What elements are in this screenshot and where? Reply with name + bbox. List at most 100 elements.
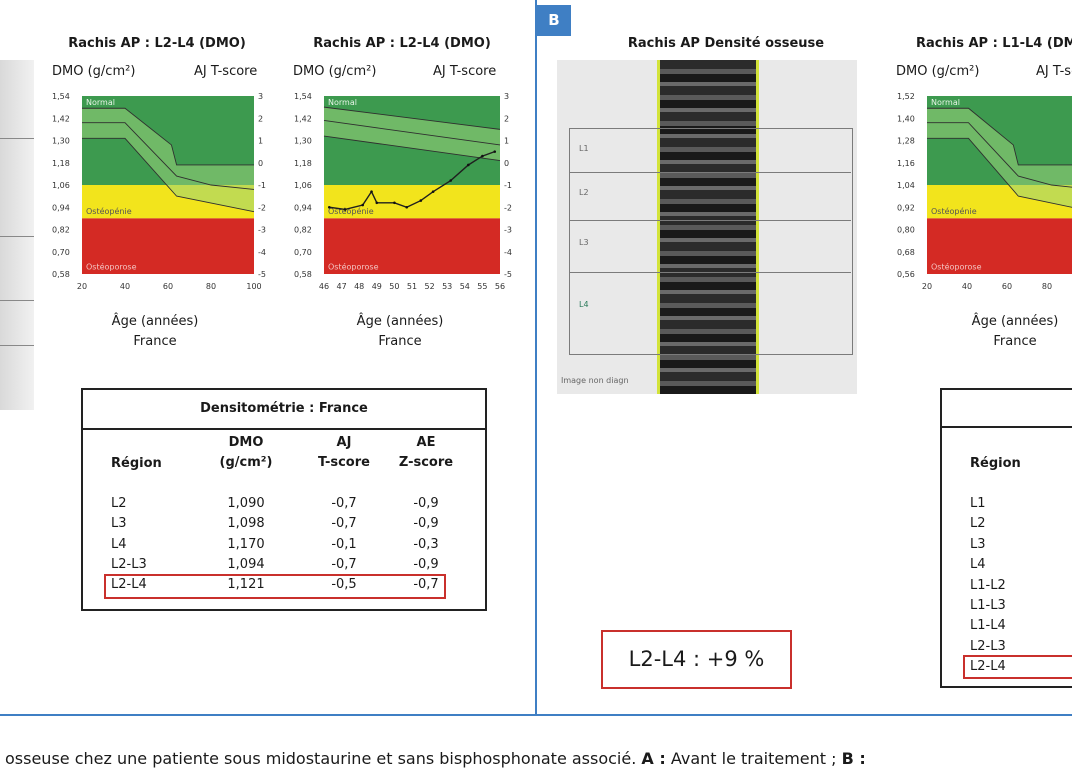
x-tick-label: 20 [77, 282, 87, 291]
reference-band [324, 107, 500, 161]
table-cell-zscore: -0,9 [413, 556, 439, 572]
table-row-region: L2 [111, 496, 127, 511]
osteoporosis-zone [82, 218, 254, 274]
table-a-header-ae-line1: AE [416, 435, 436, 450]
densitometry-table-a: Densitométrie : France Région DMO (g/cm²… [81, 388, 487, 611]
reference-line-upper [927, 107, 1072, 166]
table-row-region: L2-L4 [970, 659, 1006, 675]
scan-level-label: L2 [579, 188, 589, 197]
table-a-header-aj: AJ T-score [309, 433, 379, 473]
y-tick-label: 0,82 [294, 226, 312, 235]
table-cell-zscore: -0,3 [413, 536, 439, 552]
y-tick-label: 1,18 [294, 159, 312, 168]
scan-level-label: L3 [579, 238, 589, 247]
table-row-region: L2-L3 [970, 638, 1006, 654]
zone-label-osteoporose: Ostéoporose [328, 262, 379, 272]
table-cell-tscore: -0,1 [331, 536, 357, 552]
caption-a-label: A : [641, 749, 666, 768]
panel-b-badge: B [537, 5, 571, 36]
osteoporosis-zone [324, 218, 500, 274]
bmd-change-result-text: L2-L4 : +9 % [628, 647, 765, 671]
t-score-tick-label: 3 [504, 92, 509, 101]
y-tick-label: 0,58 [294, 270, 312, 279]
scan-level-label: L4 [579, 300, 589, 309]
patient-bmd-point [327, 205, 331, 209]
table-a-header-aj-line1: AJ [336, 435, 352, 450]
scan-roi-line [569, 220, 851, 221]
y-tick-label: 0,70 [52, 248, 70, 257]
y-tick-label: 0,82 [52, 226, 70, 235]
table-cell-tscore: -0,7 [331, 556, 357, 572]
chart-a2-xlabel: Âge (années) France [325, 312, 475, 352]
reference-band [927, 108, 1072, 208]
x-tick-label: 53 [442, 282, 452, 291]
y-tick-label: 0,94 [294, 203, 312, 212]
reference-line-upper [323, 106, 501, 130]
chart-a1-reference-curve: Normal Ostéopénie Ostéoporose 1,54 1,42 1,30 1… [52, 92, 266, 291]
table-cell-tscore: -0,7 [331, 516, 357, 532]
chart-a2-xlabel-text: Âge (années) [356, 314, 444, 329]
table-cell-dmo: 1,098 [227, 516, 265, 532]
y-tick-label: 0,70 [294, 248, 312, 257]
x-tick-label: 100 [246, 282, 261, 291]
patient-bmd-point [431, 190, 435, 193]
table-a-header-region: Région [111, 456, 162, 471]
reference-line-lower [82, 137, 255, 213]
y-tick-label: 1,40 [897, 114, 915, 123]
patient-bmd-point [343, 208, 347, 211]
x-tick-label: 49 [372, 282, 382, 291]
x-tick-label: 20 [922, 282, 932, 291]
patient-bmd-point [405, 205, 409, 209]
x-tick-label: 40 [962, 282, 972, 291]
table-b-header-region: Région [970, 456, 1021, 471]
t-score-tick-label: 1 [258, 137, 263, 146]
patient-bmd-point [449, 179, 453, 182]
panel-a-scan-fragment [0, 60, 34, 410]
scan-title: Rachis AP Densité osseuse [627, 36, 825, 51]
t-score-tick-label: 2 [504, 114, 509, 123]
y-tick-label: 0,92 [897, 203, 915, 212]
scan-fragment-line [0, 300, 34, 301]
chart-a1-ylabel-right: AJ T-score [194, 64, 258, 79]
table-row-region: L1-L4 [970, 618, 1006, 634]
table-a-col-zscore: -0,9 -0,9 -0,3 -0,9 -0,7 [391, 494, 461, 595]
y-tick-label: 0,94 [52, 203, 70, 212]
chart-b1-xlabel: Âge (années) France [940, 312, 1072, 352]
table-b-divider [942, 426, 1072, 428]
y-tick-label: 1,54 [294, 92, 312, 101]
reference-line-lower [927, 137, 1072, 208]
chart-a1-xlabel-text: Âge (années) [111, 314, 199, 329]
table-row-region: L3 [111, 516, 127, 532]
t-score-tick-label: 2 [258, 114, 263, 123]
x-tick-label: 80 [206, 282, 216, 291]
figure-bottom-rule [0, 714, 1072, 716]
y-tick-label: 1,16 [897, 159, 915, 168]
scan-roi-line [569, 172, 851, 173]
patient-bmd-point [370, 190, 373, 193]
chart-b1-ylabel-right: AJ T-score [1036, 64, 1072, 79]
table-cell-zscore: -0,9 [413, 516, 439, 532]
patient-bmd-point [467, 163, 470, 167]
table-cell-dmo: 1,094 [227, 556, 265, 572]
y-tick-label: 1,28 [897, 137, 915, 146]
table-a-col-region: L2 L3 L4 L2-L3 L2-L4 [111, 494, 147, 595]
reference-line-mid [927, 122, 1072, 188]
t-score-tick-label: -1 [504, 181, 512, 190]
y-tick-label: 1,52 [897, 92, 915, 101]
table-a-header-dmo-line2: (g/cm²) [219, 455, 273, 470]
zone-label-osteoporose: Ostéoporose [86, 262, 137, 272]
table-cell-dmo: 1,090 [227, 496, 265, 511]
reference-line-upper [82, 107, 254, 166]
t-score-tick-label: -4 [258, 248, 266, 257]
patient-bmd-point [419, 199, 423, 202]
table-a-col-tscore: -0,7 -0,7 -0,1 -0,7 -0,5 [309, 494, 379, 595]
table-row-region: L2-L4 [111, 577, 147, 593]
x-tick-label: 48 [354, 282, 364, 291]
chart-a2-title: Rachis AP : L2-L4 (DMO) [313, 36, 491, 51]
y-tick-label: 1,54 [52, 92, 70, 101]
zone-label-normal: Normal [931, 98, 960, 107]
zone-label-osteoporose: Ostéoporose [931, 262, 982, 272]
x-tick-label: 52 [425, 282, 435, 291]
x-tick-label: 51 [407, 282, 417, 291]
caption-b-label: B : [841, 749, 866, 768]
